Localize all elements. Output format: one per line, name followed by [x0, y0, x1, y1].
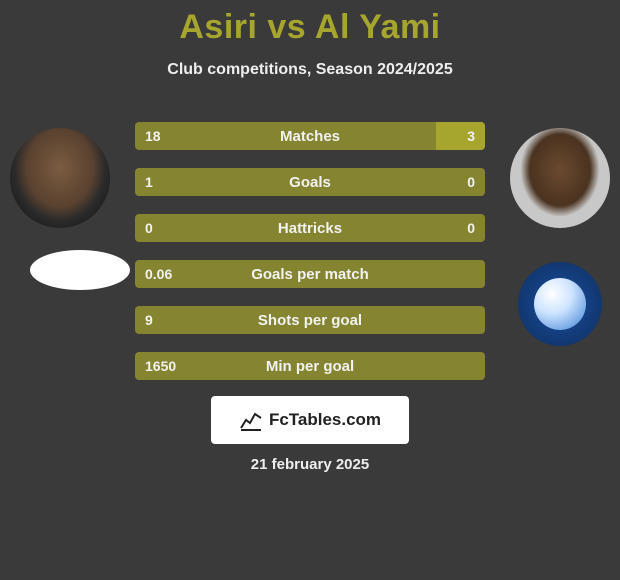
stat-value-left: 18	[145, 128, 161, 144]
stat-row: 18Matches3	[135, 122, 485, 150]
stat-label: Matches	[135, 128, 485, 145]
branding-text: FcTables.com	[269, 410, 381, 430]
stat-value-left: 1	[145, 174, 153, 190]
page-title: Asiri vs Al Yami	[0, 0, 620, 47]
stat-value-right: 3	[467, 128, 475, 144]
stat-value-left: 9	[145, 312, 153, 328]
player-right-avatar	[510, 128, 610, 228]
branding-badge: FcTables.com	[211, 396, 409, 444]
stat-label: Min per goal	[135, 358, 485, 375]
stat-label: Goals per match	[135, 266, 485, 283]
stat-value-left: 0.06	[145, 266, 172, 282]
stat-row: 1Goals0	[135, 168, 485, 196]
stat-row: 0.06Goals per match	[135, 260, 485, 288]
stat-label: Hattricks	[135, 220, 485, 237]
stat-value-left: 0	[145, 220, 153, 236]
stat-row: 0Hattricks0	[135, 214, 485, 242]
stat-value-left: 1650	[145, 358, 176, 374]
stats-container: 18Matches31Goals00Hattricks00.06Goals pe…	[135, 122, 485, 398]
stat-row: 9Shots per goal	[135, 306, 485, 334]
stat-label: Shots per goal	[135, 312, 485, 329]
date-text: 21 february 2025	[0, 456, 620, 473]
player-left-avatar	[10, 128, 110, 228]
stat-value-right: 0	[467, 174, 475, 190]
page-subtitle: Club competitions, Season 2024/2025	[0, 61, 620, 79]
club-right-logo-inner	[534, 278, 586, 330]
stat-label: Goals	[135, 174, 485, 191]
chart-line-icon	[239, 408, 263, 432]
club-right-logo	[518, 262, 602, 346]
club-left-logo	[30, 250, 130, 290]
stat-row: 1650Min per goal	[135, 352, 485, 380]
stat-value-right: 0	[467, 220, 475, 236]
